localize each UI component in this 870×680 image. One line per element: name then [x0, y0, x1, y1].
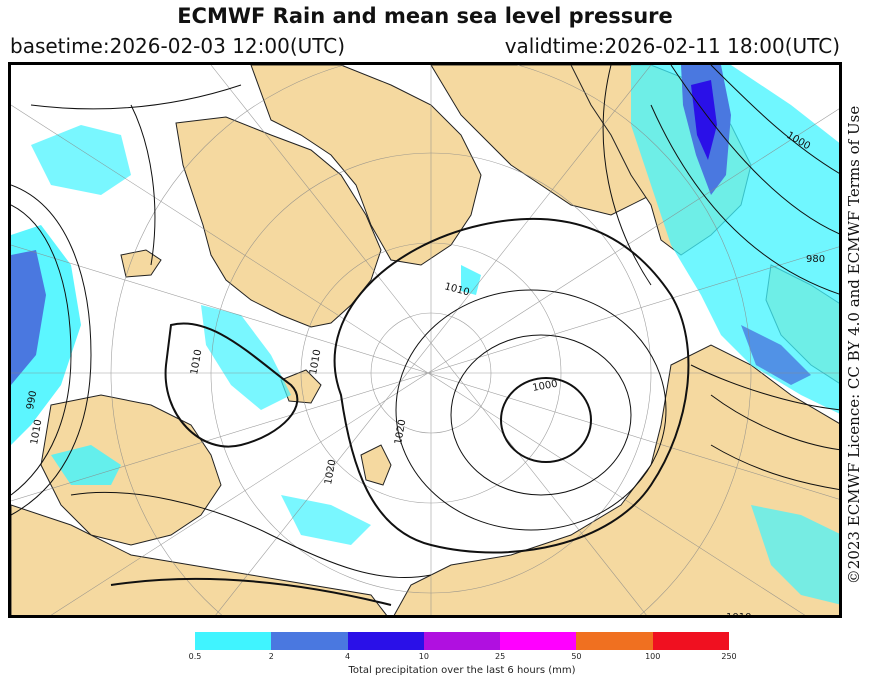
precip-barents [281, 495, 371, 545]
colorbar-swatch [652, 632, 729, 650]
precipitation-areas [11, 65, 839, 605]
europe-russia-land [11, 504, 388, 615]
isobar-label: 1010 [726, 612, 751, 618]
validtime-label: validtime:2026-02-11 18:00(UTC) [504, 34, 840, 58]
isobar-label: 1010 [308, 349, 323, 376]
isobar-high-center [500, 377, 592, 463]
isobars [11, 65, 839, 606]
colorbar-swatch [576, 632, 653, 650]
isobar-label: 990 [25, 390, 39, 411]
precip-greenland-sea [201, 305, 291, 410]
novaya-zemlya-land [360, 444, 392, 486]
precip-atlantic-core [11, 250, 46, 385]
isobar-label: 1020 [393, 419, 408, 446]
colorbar-swatch [500, 632, 577, 650]
precip-bering [741, 325, 811, 385]
chart-title: ECMWF Rain and mean sea level pressure [177, 4, 673, 28]
colorbar-tick-label: 50 [571, 652, 582, 661]
map-canvas: 1000 1010 1020 1010 1010 990 980 1000 10… [11, 65, 839, 618]
colorbar-tick-label: 10 [418, 652, 429, 661]
graticule [11, 65, 839, 615]
colorbar-swatch [347, 632, 424, 650]
precip-norway [51, 445, 121, 485]
colorbar-tick-label: 25 [495, 652, 506, 661]
precip-east-siberia [751, 505, 839, 605]
isobar-label: 1020 [323, 459, 338, 486]
isobar-label: 1010 [189, 349, 204, 376]
isobar-label: 980 [806, 254, 825, 265]
greenland-land [175, 116, 382, 328]
precip-hudson [461, 265, 481, 295]
siberia-land [393, 344, 839, 615]
colorbar-tick-label: 250 [721, 652, 737, 661]
isobar-label: 1000 [532, 379, 559, 394]
precip-pacific [631, 65, 839, 414]
colorbar-swatch [271, 632, 348, 650]
colorbar-tick-label: 0.5 [188, 652, 202, 661]
colorbar-label: Total precipitation over the last 6 hour… [348, 665, 576, 676]
canadian-arctic-islands [250, 65, 482, 266]
colorbar-tick-label: 4 [345, 652, 351, 661]
scandinavia-land [40, 394, 222, 546]
map-panel[interactable]: 1000 1010 1020 1010 1010 990 980 1000 10… [8, 62, 842, 618]
precip-north-atlantic [31, 125, 131, 195]
licence-text: ©2023 ECMWF Licence: CC BY 4.0 and ECMWF… [845, 105, 863, 585]
colorbar-swatch [195, 632, 272, 650]
isobar-1010-thick [333, 217, 690, 554]
iceland-land [120, 249, 162, 278]
colorbar-tick-label: 100 [645, 652, 661, 661]
svalbard-land [280, 369, 322, 404]
colorbar-ticks: 0.5 2 4 10 25 50 100 250 [189, 652, 737, 664]
licence-text-container: ©2023 ECMWF Licence: CC BY 4.0 and ECMWF… [842, 80, 866, 610]
precip-colorbar [195, 632, 729, 650]
isobar-labels: 1000 1010 1020 1010 1010 990 980 1000 10… [25, 130, 825, 618]
isobar-label: 1010 [29, 419, 44, 446]
precip-pacific-intense [691, 80, 717, 160]
colorbar-tick-label: 2 [268, 652, 274, 661]
colorbar-swatch [423, 632, 501, 650]
basetime-label: basetime:2026-02-03 12:00(UTC) [10, 34, 346, 58]
